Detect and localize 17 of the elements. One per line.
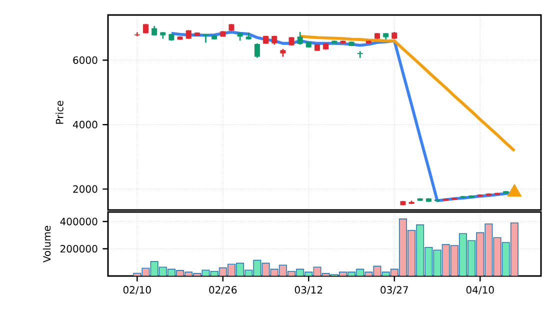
y-tick-label: 2000 xyxy=(73,185,98,193)
candlestick xyxy=(134,32,140,37)
y-axis-title: Volume xyxy=(42,226,51,263)
x-tick-label: 03/12 xyxy=(294,286,322,294)
candlestick xyxy=(152,25,158,36)
y-tick-label: 4000 xyxy=(72,120,98,128)
y-axis-title: Price xyxy=(56,100,64,124)
y-tick-label: 200000 xyxy=(60,244,98,253)
candlestick xyxy=(357,50,363,59)
y-tick-label: 400000 xyxy=(60,218,98,226)
candlestick xyxy=(297,31,303,46)
y-tick-label: 6000 xyxy=(73,56,98,64)
x-tick-label: 03/27 xyxy=(380,286,408,294)
x-tick-label: 02/10 xyxy=(123,286,151,294)
candlestick xyxy=(254,42,260,59)
x-tick-label: 04/10 xyxy=(466,286,494,294)
x-tick-label: 02/26 xyxy=(209,286,237,294)
